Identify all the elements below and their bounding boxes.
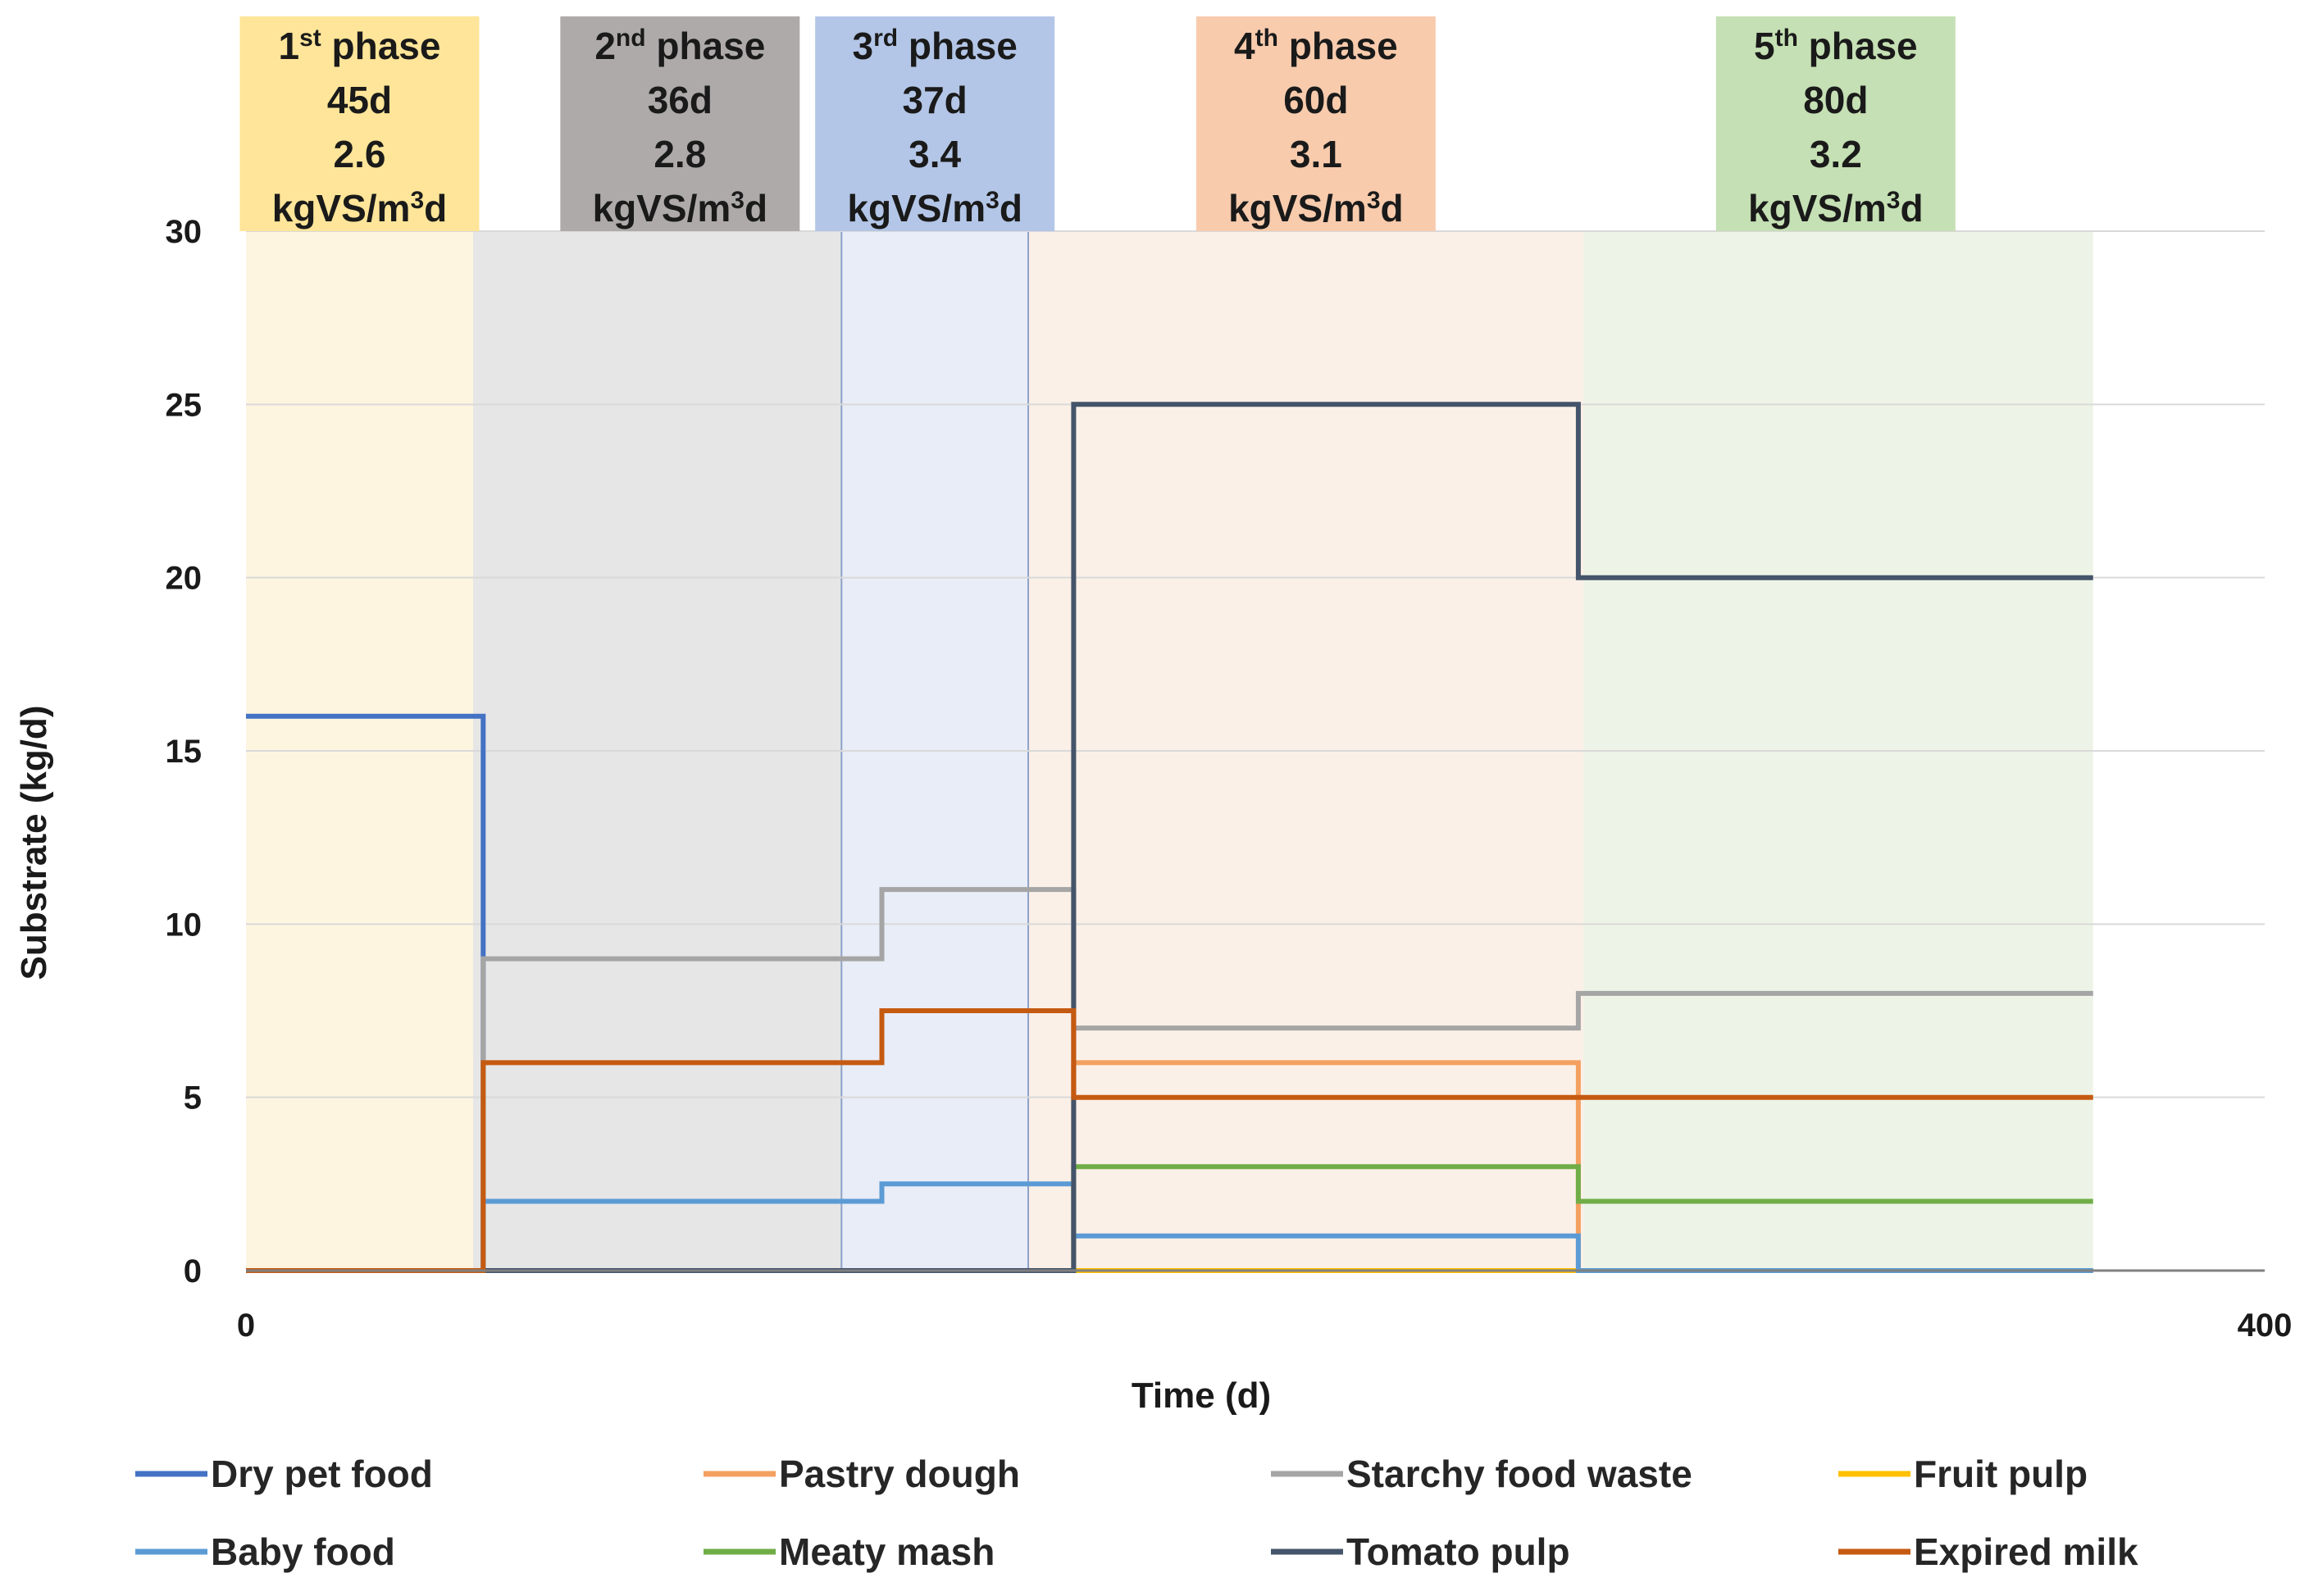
phase-olr: 3.4 bbox=[909, 133, 961, 175]
phase-header-box bbox=[1715, 16, 1956, 231]
phase-unit: kgVS/m3d bbox=[847, 187, 1022, 230]
legend-item: Meaty mash bbox=[704, 1530, 995, 1573]
legend-item: Baby food bbox=[135, 1530, 395, 1573]
x-tick-label: 0 bbox=[237, 1307, 255, 1344]
y-tick-label: 30 bbox=[166, 214, 203, 250]
phase-header-box bbox=[239, 16, 480, 231]
phase-olr: 2.6 bbox=[334, 133, 386, 175]
phase-header-1: 1st phase 45d 2.6 kgVS/m3d bbox=[239, 16, 480, 231]
phase-headers: 1st phase 45d 2.6 kgVS/m3d 2nd phase 36d 2.8 kg… bbox=[239, 16, 1956, 231]
phase-unit: kgVS/m3d bbox=[593, 187, 768, 230]
series-line-expired-milk bbox=[246, 1008, 2093, 1273]
phase-title: 3rd phase bbox=[852, 25, 1017, 67]
phase-title: 5th phase bbox=[1754, 25, 1918, 67]
phase-header-box bbox=[1195, 16, 1436, 231]
legend-item: Dry pet food bbox=[135, 1453, 433, 1495]
phase-header-4: 4th phase 60d 3.1 kgVS/m3d bbox=[1195, 16, 1436, 231]
phase-header-box bbox=[560, 16, 800, 231]
legend-label: Expired milk bbox=[1914, 1530, 2138, 1573]
y-tick-label: 20 bbox=[166, 561, 203, 597]
phase-olr: 2.8 bbox=[654, 133, 706, 175]
y-tick-label: 15 bbox=[166, 734, 203, 770]
phase-olr: 3.2 bbox=[1810, 133, 1862, 175]
legend-label: Baby food bbox=[211, 1530, 395, 1573]
legend-item: Expired milk bbox=[1838, 1530, 2138, 1573]
legend-item: Starchy food waste bbox=[1271, 1453, 1692, 1495]
phase-title: 2nd phase bbox=[594, 25, 765, 67]
legend-item: Pastry dough bbox=[704, 1453, 1020, 1495]
legend-item: Fruit pulp bbox=[1838, 1453, 2088, 1495]
legend-label: Pastry dough bbox=[779, 1453, 1020, 1495]
x-tick-label: 400 bbox=[2238, 1307, 2293, 1344]
legend-label: Starchy food waste bbox=[1346, 1453, 1692, 1495]
y-tick-label: 25 bbox=[166, 387, 203, 423]
legend: Dry pet food Pastry dough Starchy food was… bbox=[135, 1453, 2138, 1573]
phase-unit: kgVS/m3d bbox=[1748, 187, 1924, 230]
y-tick-label: 5 bbox=[184, 1080, 202, 1116]
legend-label: Meaty mash bbox=[779, 1530, 995, 1573]
phase-title: 4th phase bbox=[1234, 25, 1398, 67]
x-axis-title: Time (d) bbox=[1132, 1375, 1271, 1416]
phase-title: 1st phase bbox=[278, 25, 440, 67]
phase-duration: 45d bbox=[327, 79, 392, 121]
phase-duration: 37d bbox=[903, 79, 968, 121]
phase-duration: 60d bbox=[1283, 79, 1348, 121]
legend-label: Tomato pulp bbox=[1346, 1530, 1570, 1573]
phase-unit: kgVS/m3d bbox=[272, 187, 448, 230]
y-tick-label: 10 bbox=[166, 907, 203, 943]
phase-duration: 36d bbox=[648, 79, 713, 121]
phase-header-box bbox=[815, 16, 1055, 231]
y-axis-title: Substrate (kg/d) bbox=[14, 706, 54, 980]
y-tick-label: 0 bbox=[184, 1253, 202, 1289]
phase-header-2: 2nd phase 36d 2.8 kgVS/m3d bbox=[560, 16, 800, 231]
legend-label: Fruit pulp bbox=[1914, 1453, 2088, 1495]
phase-header-3: 3rd phase 37d 3.4 kgVS/m3d bbox=[815, 16, 1055, 231]
phase-duration: 80d bbox=[1803, 79, 1868, 121]
legend-label: Dry pet food bbox=[211, 1453, 433, 1495]
x-tick-labels: 0 400 bbox=[237, 1307, 2293, 1344]
phase-olr: 3.1 bbox=[1290, 133, 1342, 175]
phase-header-5: 5th phase 80d 3.2 kgVS/m3d bbox=[1715, 16, 1956, 231]
y-tick-labels: 0 5 10 15 20 25 30 bbox=[166, 214, 203, 1289]
legend-item: Tomato pulp bbox=[1271, 1530, 1570, 1573]
phase-unit: kgVS/m3d bbox=[1228, 187, 1404, 230]
